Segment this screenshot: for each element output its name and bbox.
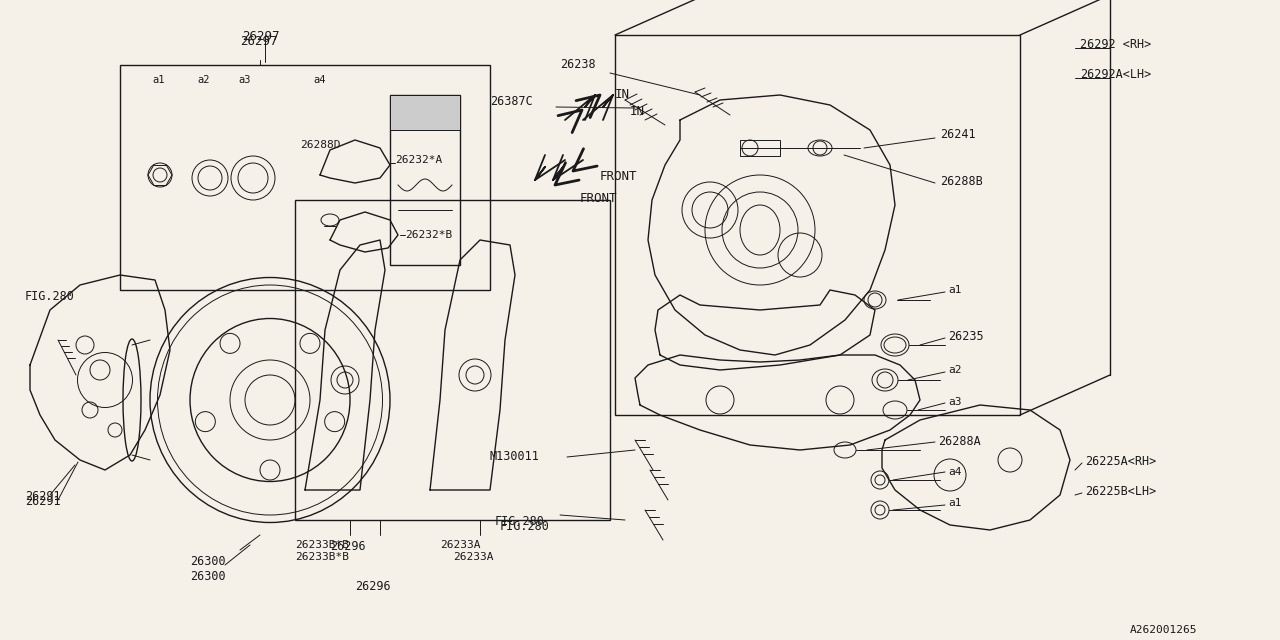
Bar bbox=[614, 35, 1020, 415]
Text: 26292 <RH>: 26292 <RH> bbox=[1080, 38, 1151, 51]
Bar bbox=[390, 95, 460, 130]
Text: IN: IN bbox=[614, 88, 630, 101]
Text: M130011: M130011 bbox=[490, 450, 540, 463]
Text: 26233B*B: 26233B*B bbox=[294, 552, 349, 562]
Text: FRONT: FRONT bbox=[580, 192, 617, 205]
Text: FIG.280: FIG.280 bbox=[26, 290, 74, 303]
Text: FRONT: FRONT bbox=[600, 170, 637, 183]
Text: 26225B<LH>: 26225B<LH> bbox=[1085, 485, 1156, 498]
Text: FIG.280: FIG.280 bbox=[495, 515, 545, 528]
Text: 26225A<RH>: 26225A<RH> bbox=[1085, 455, 1156, 468]
Text: a1: a1 bbox=[948, 285, 961, 295]
Bar bbox=[740, 140, 780, 156]
Text: 26288A: 26288A bbox=[938, 435, 980, 448]
Text: 26238: 26238 bbox=[561, 58, 595, 71]
Text: 26233B*B: 26233B*B bbox=[294, 540, 349, 550]
Text: 26296: 26296 bbox=[330, 540, 366, 553]
Text: 26297: 26297 bbox=[241, 35, 278, 48]
Bar bbox=[120, 65, 490, 290]
Text: a3: a3 bbox=[238, 75, 251, 85]
Text: a2: a2 bbox=[197, 75, 210, 85]
Bar bbox=[294, 200, 611, 520]
Text: 26292A<LH>: 26292A<LH> bbox=[1080, 68, 1151, 81]
Text: FIG.280: FIG.280 bbox=[500, 520, 550, 533]
Text: a1: a1 bbox=[152, 75, 165, 85]
Text: 26300: 26300 bbox=[189, 555, 225, 568]
Text: 26232*B: 26232*B bbox=[404, 230, 452, 240]
Bar bbox=[390, 95, 460, 265]
Text: A262001265: A262001265 bbox=[1130, 625, 1198, 635]
Text: a4: a4 bbox=[314, 75, 325, 85]
Text: 26387C: 26387C bbox=[490, 95, 532, 108]
Text: a4: a4 bbox=[948, 467, 961, 477]
Text: 26300: 26300 bbox=[189, 570, 225, 583]
Text: 26291: 26291 bbox=[26, 490, 60, 503]
Text: 26288B: 26288B bbox=[940, 175, 983, 188]
Text: a2: a2 bbox=[948, 365, 961, 375]
Text: 26241: 26241 bbox=[940, 128, 975, 141]
Text: a3: a3 bbox=[948, 397, 961, 407]
Text: 26297: 26297 bbox=[242, 30, 279, 43]
Text: 26235: 26235 bbox=[948, 330, 983, 343]
Text: IN: IN bbox=[630, 105, 645, 118]
Text: 26232*A: 26232*A bbox=[396, 155, 443, 165]
Text: 26291: 26291 bbox=[26, 495, 60, 508]
Text: 26296: 26296 bbox=[355, 580, 390, 593]
Text: a1: a1 bbox=[948, 498, 961, 508]
Text: 26233A: 26233A bbox=[440, 540, 480, 550]
Text: 26233A: 26233A bbox=[453, 552, 494, 562]
Text: 26288D: 26288D bbox=[300, 140, 340, 150]
